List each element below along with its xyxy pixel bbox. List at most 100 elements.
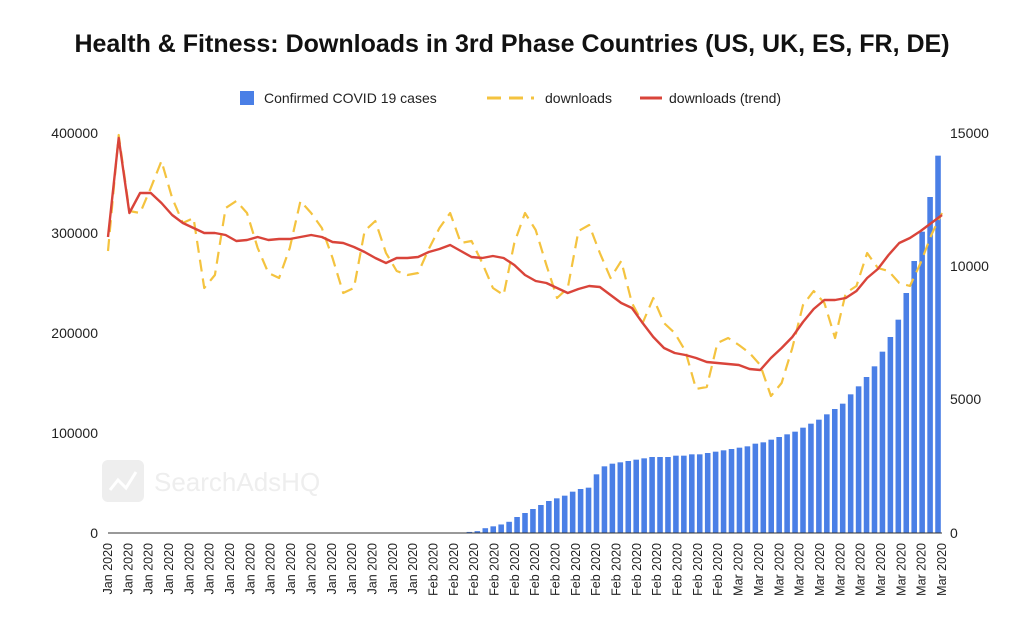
cases-bar [855,386,862,533]
x-tick-label: Jan 2020 [203,543,217,594]
watermark-logo-icon [102,460,144,502]
x-tick-label: Feb 2020 [650,543,664,596]
cases-bar [768,439,775,533]
left-axis: 0 100000 200000 300000 400000 [51,125,98,541]
cases-bar [919,231,925,534]
x-tick-label: Mar 2020 [833,543,847,596]
cases-bar [514,517,520,533]
right-tick-2: 10000 [950,258,989,274]
x-tick-label: Feb 2020 [711,543,725,596]
legend: Confirmed COVID 19 cases downloads downl… [240,90,781,106]
cases-bar [665,457,671,533]
x-tick-label: Jan 2020 [182,543,196,594]
cases-bar [800,427,806,533]
x-tick-label: Feb 2020 [487,543,501,596]
downloads-line [106,133,943,398]
x-tick-label: Jan 2020 [101,543,115,594]
cases-bar [863,377,870,533]
x-tick-label: Jan 2020 [304,543,318,594]
cases-bar [720,450,727,533]
x-tick-label: Feb 2020 [467,543,481,596]
x-tick-label: Jan 2020 [264,543,278,594]
chart-title: Health & Fitness: Downloads in 3rd Phase… [74,30,950,58]
cases-bars [442,155,941,534]
cases-bar [538,505,544,533]
x-tick-label: Feb 2020 [447,543,461,596]
watermark-chart-icon [108,471,138,491]
x-tick-label: Feb 2020 [508,543,522,596]
x-tick-label: Feb 2020 [630,543,644,596]
cases-bar [633,459,639,533]
cases-bar [593,474,600,533]
cases-bar [752,443,759,533]
cases-bar [649,457,655,533]
cases-bar [784,434,790,533]
cases-bar [887,337,894,533]
x-tick-label: Mar 2020 [854,543,868,596]
cases-bar [482,528,489,533]
cases-bar [736,447,743,533]
cases-bar [879,351,886,533]
cases-bar [657,457,663,533]
cases-bar [903,293,910,533]
cases-bar [617,462,624,533]
right-tick-0: 0 [950,525,958,541]
legend-label-downloads: downloads [545,90,612,106]
cases-bar [530,509,536,533]
cases-bar [816,419,822,533]
x-tick-label: Jan 2020 [406,543,420,594]
legend-label-trend: downloads (trend) [669,90,781,106]
cases-bar [474,531,481,533]
cases-bar [498,524,504,533]
legend-label-cases: Confirmed COVID 19 cases [264,90,437,106]
x-tick-label: Mar 2020 [915,543,929,596]
cases-bar [744,446,751,533]
cases-bar [490,526,497,533]
left-tick-4: 400000 [51,125,98,141]
cases-bar [895,319,902,533]
cases-bar [601,466,608,533]
left-tick-1: 100000 [51,425,98,441]
x-tick-label: Feb 2020 [549,543,563,596]
right-tick-1: 5000 [950,391,981,407]
x-tick-label: Feb 2020 [610,543,624,596]
cases-bar [712,451,719,533]
cases-bar [585,487,592,533]
cases-bar [625,461,632,533]
cases-bar [466,531,473,533]
x-tick-label: Mar 2020 [813,543,827,596]
cases-bar [935,155,941,534]
left-tick-0: 0 [90,525,98,541]
cases-bar [808,423,814,533]
x-tick-label: Mar 2020 [935,543,949,596]
cases-bar [871,366,878,533]
x-tick-label: Jan 2020 [243,543,257,594]
cases-bar [831,409,838,533]
cases-bar [569,491,576,533]
cases-bar [776,437,782,533]
x-tick-label: Mar 2020 [752,543,766,596]
x-tick-label: Jan 2020 [121,543,135,594]
cases-bar [792,431,798,533]
cases-bar [689,454,695,533]
x-tick-label: Feb 2020 [671,543,685,596]
x-tick-label: Feb 2020 [528,543,542,596]
cases-bar [839,403,846,533]
left-tick-2: 200000 [51,325,98,341]
downloads-trend-line [106,136,943,372]
download-lines [106,133,943,398]
cases-bar [522,513,528,533]
cases-bar [696,454,703,533]
cases-bar [673,455,679,533]
x-tick-label: Jan 2020 [223,543,237,594]
x-tick-label: Feb 2020 [426,543,440,596]
x-tick-label: Jan 2020 [386,543,400,594]
x-tick-label: Jan 2020 [365,543,379,594]
cases-bar [847,394,854,533]
right-axis: 0 5000 10000 15000 [950,125,989,541]
left-tick-3: 300000 [51,225,98,241]
x-tick-label: Mar 2020 [874,543,888,596]
cases-bar [760,442,767,533]
x-tick-label: Mar 2020 [894,543,908,596]
